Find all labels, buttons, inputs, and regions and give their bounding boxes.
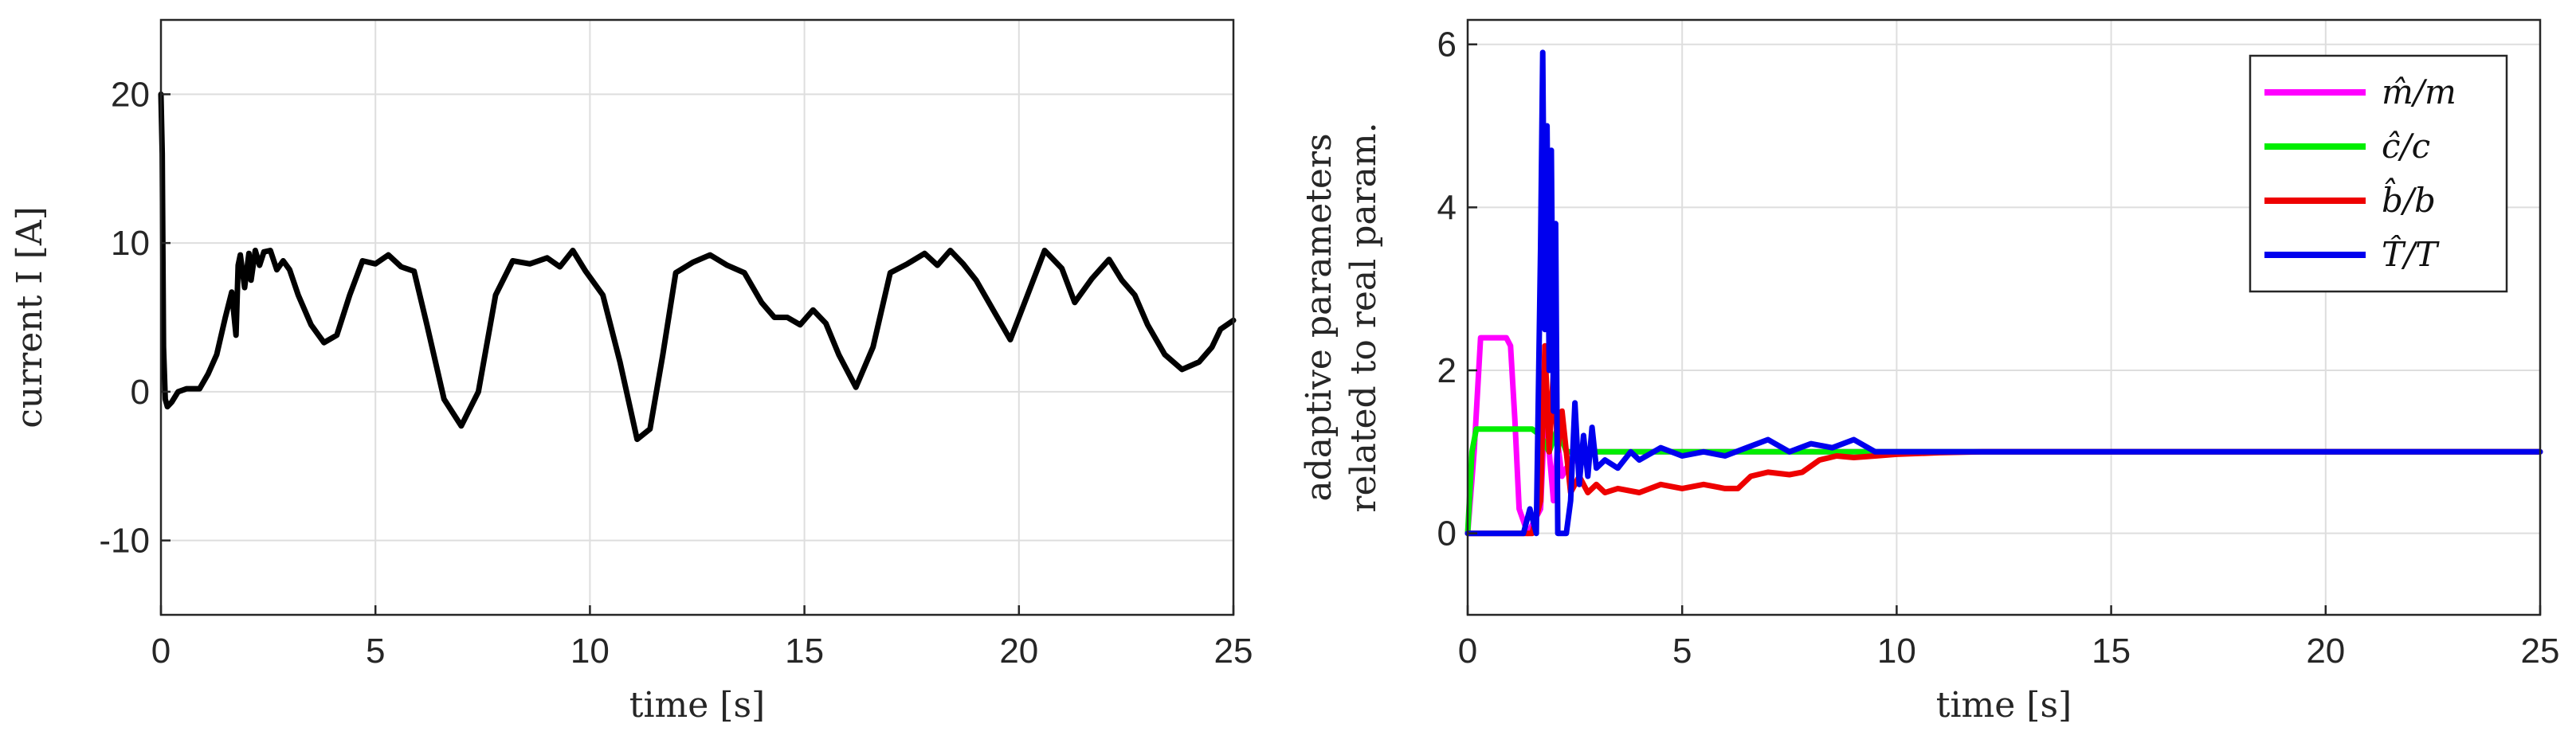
x-tick-label: 25 bbox=[1214, 632, 1253, 671]
current-chart: 0 5 10 15 20 25 -10 0 10 20 time [s] current I [A… bbox=[10, 18, 1253, 726]
x-tick-label: 5 bbox=[1672, 632, 1692, 671]
series-line-0 bbox=[1464, 334, 2543, 537]
adaptive-chart-frame bbox=[1466, 18, 2542, 616]
y-tick-label: 2 bbox=[1437, 351, 1457, 390]
x-tick-label: 0 bbox=[1458, 632, 1477, 671]
current-chart-plot bbox=[158, 91, 1237, 443]
current-chart-xlabel: time [s] bbox=[629, 685, 765, 726]
current-chart-grid bbox=[160, 20, 1234, 615]
legend-label: ĉ/c bbox=[2382, 127, 2430, 166]
y-tick-label: 10 bbox=[111, 224, 150, 263]
x-tick-label: 15 bbox=[785, 632, 824, 671]
x-tick-label: 10 bbox=[570, 632, 610, 671]
series-line-3 bbox=[1464, 49, 2543, 537]
adaptive-chart-ticks: 0 5 10 15 20 25 0 2 4 6 bbox=[1437, 25, 2560, 671]
y-tick-label: 0 bbox=[131, 373, 150, 412]
series-line-1 bbox=[1464, 424, 2543, 537]
adaptive-chart-plot bbox=[1464, 49, 2543, 537]
y-tick-label: 4 bbox=[1437, 188, 1457, 227]
y-tick-label: 6 bbox=[1437, 25, 1457, 65]
x-tick-label: 25 bbox=[2521, 632, 2560, 671]
x-tick-label: 5 bbox=[366, 632, 385, 671]
x-tick-label: 20 bbox=[999, 632, 1038, 671]
legend-label: b̂/b bbox=[2382, 177, 2436, 220]
adaptive-chart-legend: m̂/m ĉ/c b̂/b T̂/T bbox=[2249, 54, 2508, 293]
series-line-2 bbox=[1464, 342, 2543, 537]
x-tick-label: 15 bbox=[2092, 632, 2131, 671]
legend-label: m̂/m bbox=[2382, 72, 2456, 111]
adaptive-parameters-chart: 0 5 10 15 20 25 0 2 4 6 time [s] adaptive paramet… bbox=[1299, 18, 2560, 726]
y-tick-label: 0 bbox=[1437, 514, 1457, 554]
legend-label: T̂/T bbox=[2382, 233, 2440, 274]
current-chart-frame bbox=[159, 18, 1235, 616]
x-tick-label: 10 bbox=[1877, 632, 1916, 671]
y-tick-label: -10 bbox=[99, 522, 150, 561]
current-chart-ylabel: current I [A] bbox=[10, 206, 50, 428]
x-tick-label: 20 bbox=[2306, 632, 2345, 671]
current-chart-ticks: 0 5 10 15 20 25 -10 0 10 20 bbox=[99, 75, 1253, 671]
series-line-0 bbox=[158, 91, 1237, 443]
adaptive-chart-ylabel: adaptive parameters related to real param… bbox=[1299, 122, 1384, 512]
y-tick-label: 20 bbox=[111, 75, 150, 114]
adaptive-chart-xlabel: time [s] bbox=[1936, 685, 2072, 726]
x-tick-label: 0 bbox=[151, 632, 171, 671]
